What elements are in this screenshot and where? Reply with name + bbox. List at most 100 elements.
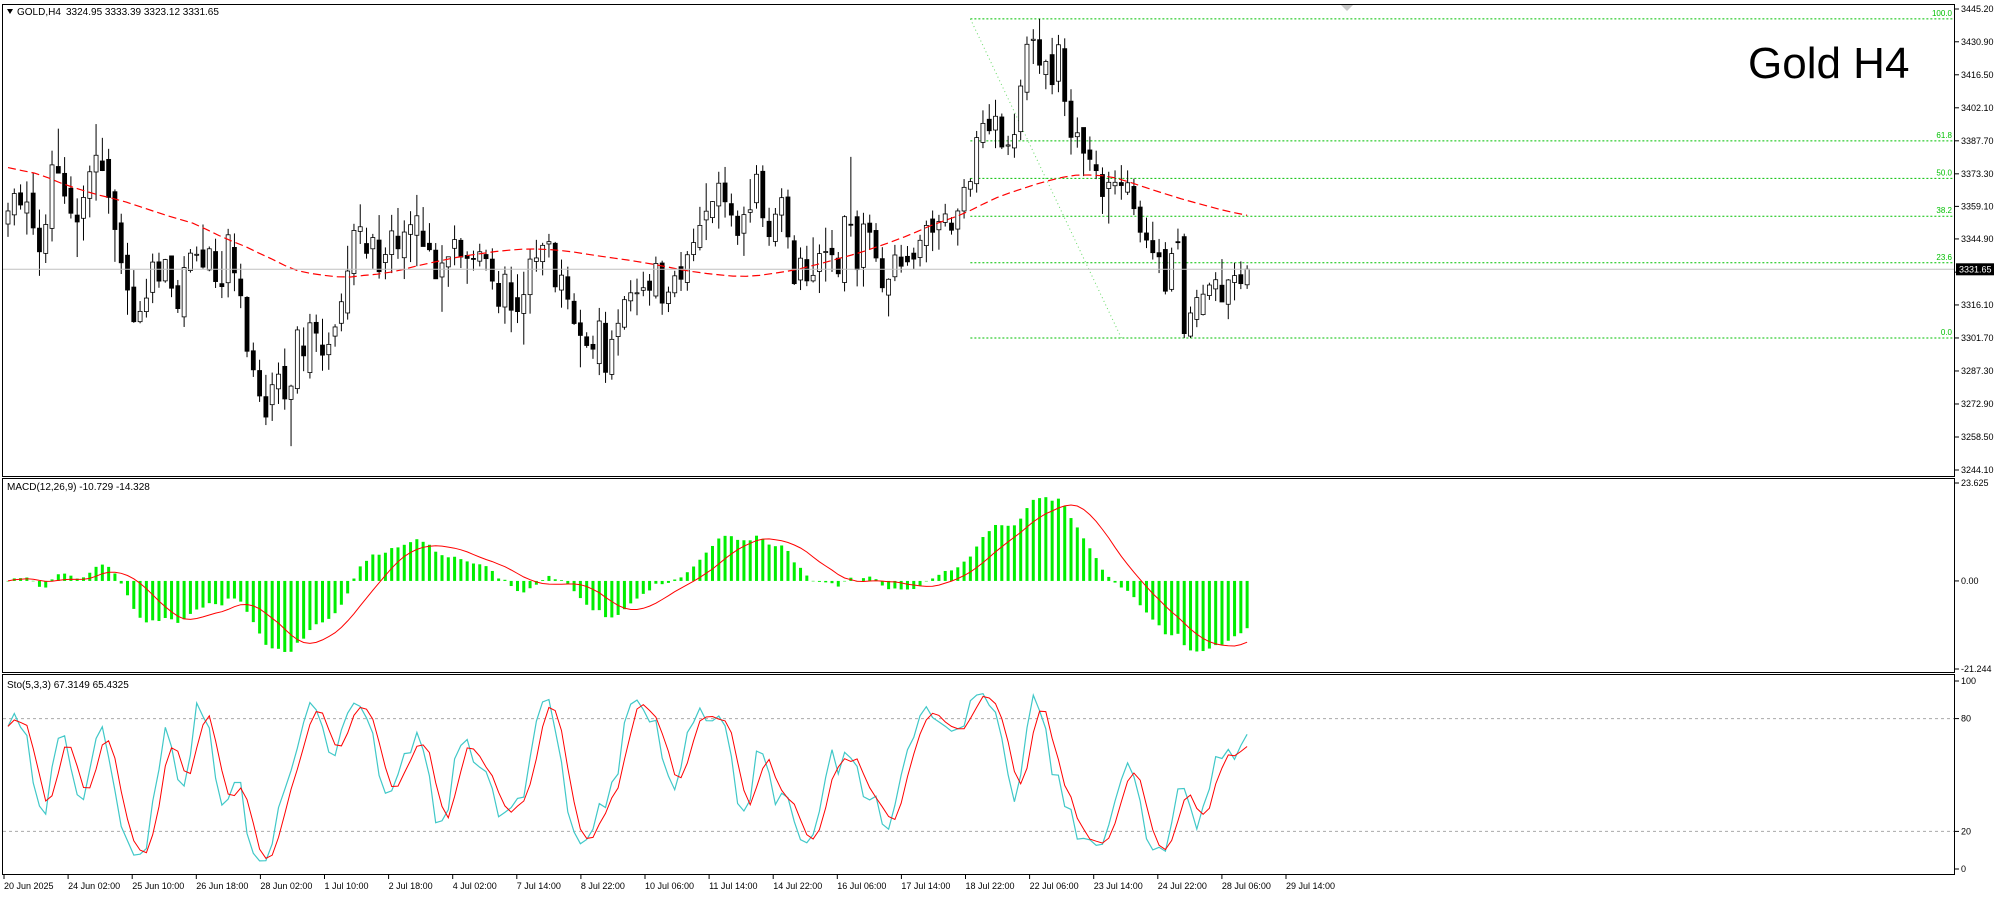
bear-candle[interactable] bbox=[1162, 249, 1168, 292]
bear-candle[interactable] bbox=[1037, 39, 1042, 66]
bull-candle[interactable] bbox=[540, 244, 546, 263]
bull-candle[interactable] bbox=[1213, 279, 1219, 290]
bear-candle[interactable] bbox=[1087, 149, 1093, 160]
bull-candle[interactable] bbox=[533, 257, 539, 262]
bull-candle[interactable] bbox=[697, 225, 703, 248]
bear-candle[interactable] bbox=[728, 203, 734, 216]
bear-candle[interactable] bbox=[603, 322, 608, 373]
bear-candle[interactable] bbox=[112, 191, 118, 230]
bull-candle[interactable] bbox=[1225, 279, 1231, 305]
bear-candle[interactable] bbox=[879, 258, 885, 289]
bull-candle[interactable] bbox=[445, 256, 451, 268]
bull-candle[interactable] bbox=[936, 221, 942, 231]
bull-candle[interactable] bbox=[357, 226, 363, 232]
bull-candle[interactable] bbox=[1232, 275, 1237, 283]
bull-candle[interactable] bbox=[817, 253, 822, 272]
bull-candle[interactable] bbox=[452, 239, 457, 249]
bear-candle[interactable] bbox=[804, 259, 810, 282]
bear-candle[interactable] bbox=[590, 343, 596, 350]
bull-candle[interactable] bbox=[1106, 181, 1112, 189]
bear-candle[interactable] bbox=[1219, 284, 1225, 303]
bear-candle[interactable] bbox=[647, 280, 652, 291]
bull-candle[interactable] bbox=[150, 261, 156, 293]
bull-candle[interactable] bbox=[1169, 253, 1175, 290]
bull-candle[interactable] bbox=[961, 186, 967, 212]
bull-candle[interactable] bbox=[11, 193, 17, 216]
bear-candle[interactable] bbox=[200, 249, 206, 268]
bull-candle[interactable] bbox=[143, 297, 149, 312]
bull-candle[interactable] bbox=[194, 253, 200, 256]
bear-candle[interactable] bbox=[125, 254, 130, 291]
bull-candle[interactable] bbox=[527, 258, 533, 296]
macd-panel[interactable] bbox=[2, 478, 1955, 673]
bear-candle[interactable] bbox=[458, 239, 464, 258]
bear-candle[interactable] bbox=[898, 256, 904, 267]
bull-candle[interactable] bbox=[993, 115, 998, 131]
bear-candle[interactable] bbox=[659, 262, 665, 304]
bull-candle[interactable] bbox=[137, 310, 143, 323]
bull-candle[interactable] bbox=[382, 254, 388, 263]
symbol-menu-icon[interactable] bbox=[7, 9, 13, 14]
bull-candle[interactable] bbox=[747, 209, 753, 213]
bull-candle[interactable] bbox=[1244, 268, 1250, 286]
bull-candle[interactable] bbox=[181, 267, 187, 318]
bull-candle[interactable] bbox=[886, 278, 891, 296]
bull-candle[interactable] bbox=[741, 214, 747, 234]
bull-candle[interactable] bbox=[87, 171, 93, 199]
bear-candle[interactable] bbox=[131, 286, 137, 323]
bull-candle[interactable] bbox=[710, 201, 715, 219]
bear-candle[interactable] bbox=[1175, 241, 1181, 244]
bear-candle[interactable] bbox=[320, 344, 325, 356]
bear-candle[interactable] bbox=[678, 266, 684, 280]
bull-candle[interactable] bbox=[206, 248, 212, 271]
bull-candle[interactable] bbox=[666, 291, 671, 304]
fibonacci-levels[interactable]: 100.0 61.8 50.0 38.2 23.6 0.0 bbox=[969, 9, 1954, 339]
bear-candle[interactable] bbox=[949, 222, 954, 231]
bull-candle[interactable] bbox=[439, 262, 445, 278]
bear-candle[interactable] bbox=[1150, 240, 1156, 254]
bull-candle[interactable] bbox=[634, 292, 640, 295]
bear-candle[interactable] bbox=[282, 365, 288, 400]
bull-candle[interactable] bbox=[24, 201, 30, 214]
bull-candle[interactable] bbox=[691, 242, 697, 255]
bull-candle[interactable] bbox=[823, 251, 829, 253]
bull-candle[interactable] bbox=[338, 301, 344, 324]
bear-candle[interactable] bbox=[760, 170, 766, 219]
bull-candle[interactable] bbox=[917, 239, 923, 258]
bear-candle[interactable] bbox=[244, 296, 250, 352]
bull-candle[interactable] bbox=[326, 343, 332, 356]
bull-candle[interactable] bbox=[1030, 38, 1036, 41]
bear-candle[interactable] bbox=[873, 230, 879, 259]
bull-candle[interactable] bbox=[307, 322, 313, 373]
bear-candle[interactable] bbox=[250, 350, 256, 371]
bull-candle[interactable] bbox=[684, 254, 690, 283]
bear-candle[interactable] bbox=[911, 252, 917, 260]
bear-candle[interactable] bbox=[55, 166, 61, 174]
bear-candle[interactable] bbox=[238, 278, 244, 297]
bull-candle[interactable] bbox=[1112, 181, 1118, 187]
bull-candle[interactable] bbox=[596, 320, 602, 365]
bull-candle[interactable] bbox=[43, 224, 49, 254]
bear-candle[interactable] bbox=[18, 192, 23, 206]
bear-candle[interactable] bbox=[1238, 274, 1244, 285]
bull-candle[interactable] bbox=[892, 254, 898, 278]
bull-candle[interactable] bbox=[1043, 61, 1049, 75]
price-panel[interactable] bbox=[2, 4, 1955, 477]
candles[interactable] bbox=[5, 18, 1250, 447]
bear-candle[interactable] bbox=[1137, 206, 1143, 233]
bear-candle[interactable] bbox=[584, 336, 590, 346]
bear-candle[interactable] bbox=[395, 235, 401, 250]
bull-candle[interactable] bbox=[1005, 144, 1011, 147]
bull-candle[interactable] bbox=[1012, 134, 1017, 149]
bear-candle[interactable] bbox=[420, 230, 426, 247]
bull-candle[interactable] bbox=[1206, 284, 1212, 296]
bull-candle[interactable] bbox=[628, 292, 634, 302]
bull-candle[interactable] bbox=[1056, 44, 1061, 82]
bear-candle[interactable] bbox=[791, 240, 797, 285]
bear-candle[interactable] bbox=[835, 257, 841, 275]
bull-candle[interactable] bbox=[559, 274, 564, 291]
bull-candle[interactable] bbox=[351, 230, 357, 274]
bear-candle[interactable] bbox=[552, 242, 558, 288]
bear-candle[interactable] bbox=[999, 116, 1005, 148]
bull-candle[interactable] bbox=[5, 210, 11, 225]
